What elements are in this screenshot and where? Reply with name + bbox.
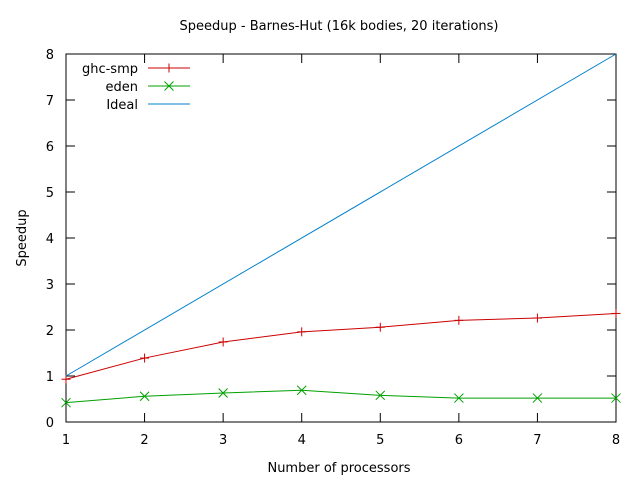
legend: ghc-smp eden Ideal: [82, 62, 190, 113]
x-tick-label: 8: [612, 433, 620, 448]
x-tick-label: 1: [62, 433, 70, 448]
y-tick-label: 4: [46, 232, 54, 247]
marker-stroke: [454, 393, 464, 403]
x-tick-label: 7: [533, 433, 541, 448]
marker-stroke: [61, 397, 71, 408]
data-point-ghc-smp: [532, 313, 542, 323]
x-tick-label: 6: [455, 433, 463, 448]
x-axis-label: Number of processors: [267, 461, 410, 476]
data-point-ghc-smp: [454, 315, 464, 325]
y-tick-label: 5: [46, 186, 54, 201]
marker-stroke: [375, 390, 386, 401]
y-tick-label: 6: [46, 140, 54, 155]
x-tick-label: 5: [376, 433, 384, 448]
legend-marker-ghc-smp: [164, 63, 174, 73]
marker-stroke: [164, 81, 174, 91]
chart-title: Speedup - Barnes-Hut (16k bodies, 20 ite…: [180, 19, 499, 34]
data-point-ghc-smp: [140, 353, 150, 363]
marker-stroke: [611, 393, 621, 403]
marker-stroke: [218, 388, 228, 398]
y-axis-label: Speedup: [15, 209, 30, 266]
data-point-eden: [375, 390, 386, 401]
data-point-ghc-smp: [297, 327, 307, 337]
marker-stroke: [532, 393, 543, 403]
x-tick-label: 4: [298, 433, 306, 448]
data-point-eden: [296, 385, 307, 396]
x-tick-label: 2: [140, 433, 148, 448]
data-point-eden: [611, 393, 621, 403]
marker-stroke: [296, 385, 307, 396]
data-point-ghc-smp: [611, 308, 621, 318]
y-tick-label: 1: [46, 370, 54, 385]
y-tick-label: 0: [46, 416, 54, 431]
y-tick-label: 3: [46, 278, 54, 293]
y-tick-label: 7: [46, 94, 54, 109]
x-tick-label: 3: [219, 433, 227, 448]
legend-marker-eden: [164, 81, 174, 91]
data-point-ghc-smp: [61, 374, 71, 384]
data-point-eden: [139, 391, 150, 402]
series-layer: [61, 53, 621, 408]
series-line-ghc-smp: [65, 312, 617, 380]
series-line-ideal: [65, 53, 617, 377]
data-point-eden: [61, 397, 71, 408]
data-point-eden: [532, 393, 543, 403]
y-tick-label: 8: [46, 48, 54, 63]
legend-label-ghc-smp: ghc-smp: [82, 62, 138, 77]
data-point-ghc-smp: [218, 337, 228, 347]
marker-stroke: [139, 391, 150, 402]
legend-label-eden: eden: [106, 80, 139, 95]
data-point-eden: [218, 388, 228, 398]
y-tick-label: 2: [46, 324, 54, 339]
data-point-ghc-smp: [375, 322, 385, 332]
data-point-eden: [454, 393, 464, 403]
series-line-eden: [65, 389, 616, 404]
legend-label-ideal: Ideal: [106, 98, 138, 113]
